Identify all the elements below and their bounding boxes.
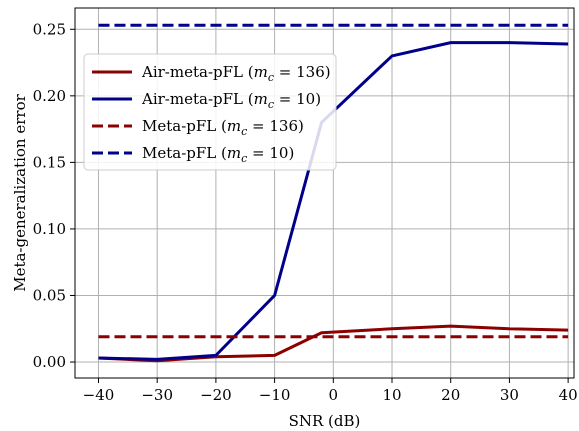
y-tick-label: 0.10 (33, 220, 66, 238)
y-tick-label: 0.25 (33, 20, 66, 38)
x-tick-label: 40 (559, 386, 578, 404)
x-tick-label: 20 (441, 386, 460, 404)
y-tick-label: 0.05 (33, 286, 66, 304)
x-tick-label: −10 (259, 386, 291, 404)
y-axis-label: Meta-generalization error (11, 93, 29, 291)
legend-box (83, 53, 337, 171)
legend-entry-1: Air-meta-pFL (mc = 136) (141, 63, 331, 84)
x-tick-label: −20 (200, 386, 232, 404)
x-tick-label: −40 (83, 386, 115, 404)
x-axis-label: SNR (dB) (289, 412, 361, 430)
tick-layer: −40 −30 −20 −10 0 10 20 30 40 0.00 0.05 0.10 0.15 0.2… (33, 20, 578, 404)
x-tick-label: −30 (141, 386, 173, 404)
legend-entry-3: Meta-pFL (mc = 136) (142, 117, 304, 138)
legend-entry-2: Air-meta-pFL (mc = 10) (141, 90, 321, 111)
legend-entry-4: Meta-pFL (mc = 10) (142, 144, 294, 165)
x-tick-label: 0 (329, 386, 339, 404)
legend: Air-meta-pFL (mc = 136) Air-meta-pFL (mc … (83, 53, 337, 171)
y-tick-label: 0.20 (33, 87, 66, 105)
y-tick-label: 0.00 (33, 353, 66, 371)
y-tick-label: 0.15 (33, 153, 66, 171)
plot-frame (74, 7, 575, 379)
x-tick-label: 30 (500, 386, 519, 404)
x-tick-label: 10 (382, 386, 401, 404)
